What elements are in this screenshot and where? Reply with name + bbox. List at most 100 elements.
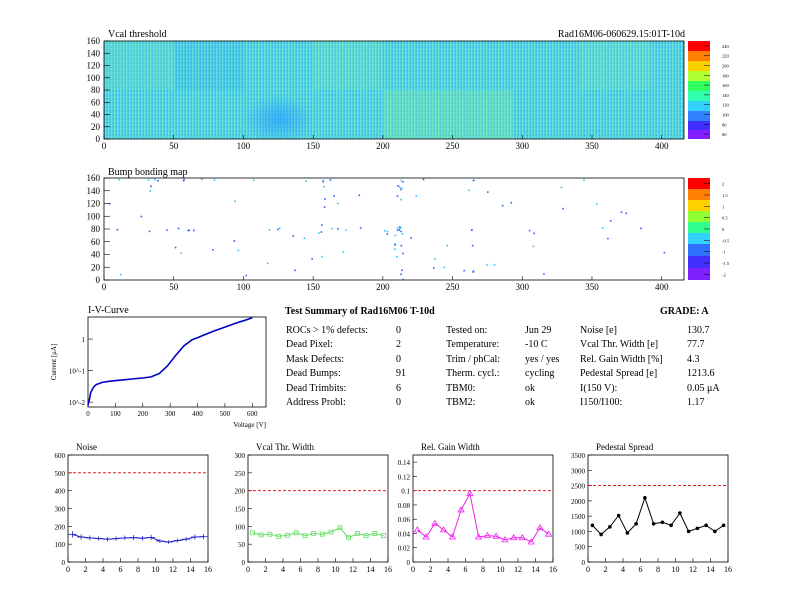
x-tick-label: 14: [532, 565, 540, 574]
iv-y-tick-label: 10^-2: [69, 399, 86, 407]
chart-title: Pedestal Spread: [596, 442, 654, 452]
data-point: [536, 523, 544, 531]
bump-defect: [468, 189, 470, 192]
data-point: [501, 536, 509, 543]
x-tick-label: 100: [237, 282, 251, 292]
vcal-map-title: Vcal threshold: [108, 29, 167, 40]
y-tick-label: 0: [582, 559, 586, 567]
bump-defect: [386, 233, 389, 235]
x-tick-label: 10: [497, 565, 505, 574]
chart-title: Rel. Gain Width: [421, 442, 480, 452]
bump-defect: [434, 258, 436, 260]
iv-x-tick-label: 400: [192, 410, 203, 418]
summary-results-key: I(150 V):: [580, 382, 618, 394]
bump-bonding-map: Bump bonding map 0 50 100 150 200 250 300 350 40…: [87, 167, 730, 292]
x-tick-label: 12: [689, 565, 697, 574]
summary-defects-key: Dead Trimbits:: [286, 382, 347, 394]
bump-defect: [398, 228, 401, 231]
palette-label: 1: [722, 204, 724, 209]
palette-label: 120: [722, 103, 730, 108]
x-tick-label: 6: [119, 565, 123, 574]
y-tick-label: 200: [55, 523, 66, 531]
x-tick-label: 300: [516, 141, 530, 151]
x-tick-label: 4: [621, 565, 625, 574]
chart-frame: [587, 454, 729, 563]
bump-defect: [394, 248, 396, 251]
data-point: [625, 531, 630, 535]
data-point: [721, 523, 726, 528]
iv-x-tick-label: 600: [247, 410, 258, 418]
palette-label: 0: [722, 227, 725, 232]
x-tick-label: 150: [306, 282, 320, 292]
x-tick-label: 16: [384, 565, 392, 574]
summary-results-key: Rel. Gain Width [%]: [580, 353, 663, 365]
bump-defect: [443, 266, 446, 269]
y-tick-label: 0.02: [398, 545, 411, 553]
iv-y-tick-label: 10^-1: [69, 368, 86, 376]
summary-results-key: Noise [e]: [580, 325, 617, 336]
pedestal-spread-chart: Pedestal Spread 0 2 4 6 8 10 12 14 16 0 500 1000 1500…: [571, 442, 732, 574]
x-tick-label: 10: [672, 565, 680, 574]
series-line: [417, 492, 549, 543]
palette-label: 200: [722, 64, 730, 69]
chart-title: Vcal Thr. Width: [256, 442, 315, 452]
y-tick-label: 150: [235, 506, 246, 514]
x-tick-label: 250: [446, 282, 460, 292]
x-tick-label: 16: [549, 565, 557, 574]
summary-defects-value: 6: [396, 382, 401, 394]
iv-x-tick-label: 500: [220, 410, 231, 418]
summary-conditions-key: Therm. cycl.:: [446, 368, 500, 380]
bump-defect: [396, 227, 399, 229]
bump-defect: [157, 179, 159, 182]
bump-defect: [193, 229, 195, 232]
bump-defect: [609, 220, 612, 222]
y-tick-label: 1000: [571, 528, 586, 536]
chart-title: Noise: [76, 442, 97, 452]
data-point: [590, 523, 595, 528]
bump-defect: [402, 252, 404, 255]
y-tick-label: 0: [96, 275, 101, 285]
bump-defect: [153, 178, 156, 181]
bump-defect: [358, 194, 361, 197]
data-point: [346, 535, 352, 541]
iv-x-tick-label: 200: [138, 410, 149, 418]
chart-frame: [67, 454, 209, 563]
bump-defect: [268, 229, 271, 231]
bump-defect: [562, 207, 564, 210]
palette-label: 80: [722, 122, 727, 127]
summary-results-value: 0.05 μA: [687, 382, 720, 394]
y-tick-label: 40: [91, 110, 101, 120]
palette-label: -1.5: [722, 261, 730, 266]
y-tick-label: 400: [55, 488, 66, 496]
y-tick-label: 80: [91, 224, 101, 234]
bump-defect: [493, 263, 496, 266]
y-tick-label: 100: [235, 523, 246, 531]
bump-defect: [188, 229, 191, 232]
x-tick-label: 6: [639, 565, 643, 574]
bump-defect: [292, 235, 295, 237]
data-point: [669, 523, 673, 528]
data-point: [544, 530, 553, 537]
bump-defect: [422, 178, 425, 181]
bump-defect: [174, 246, 177, 249]
data-point: [448, 533, 457, 540]
x-tick-label: 4: [101, 565, 105, 574]
bump-defect: [596, 203, 598, 205]
y-tick-label: 0.14: [398, 459, 411, 467]
iv-frame: [87, 316, 267, 408]
bump-defect: [305, 180, 307, 182]
bump-defect: [400, 187, 403, 190]
y-tick-label: 120: [87, 199, 101, 209]
x-tick-label: 10: [332, 565, 340, 574]
bump-defect: [533, 232, 535, 235]
bump-defect: [233, 240, 236, 242]
data-point: [413, 526, 422, 533]
bump-defect: [318, 232, 320, 234]
series-line: [72, 533, 204, 543]
bump-defect: [234, 200, 237, 203]
bump-defect: [148, 230, 151, 233]
data-point: [422, 533, 430, 540]
bump-defect: [583, 179, 585, 182]
bump-defect: [446, 244, 448, 247]
bump-defect: [386, 230, 389, 233]
